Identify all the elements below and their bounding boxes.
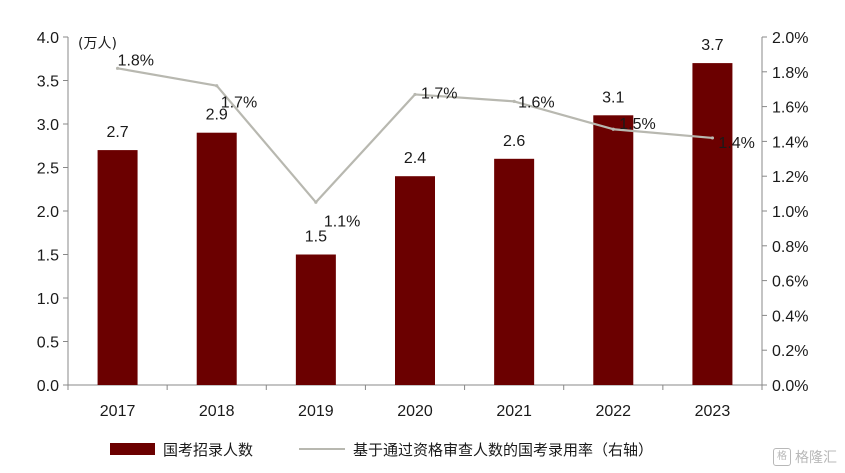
- line-value-label: 1.8%: [118, 52, 154, 69]
- line-point: [413, 92, 417, 97]
- left-tick-label: 3.5: [37, 74, 59, 91]
- bar: [395, 176, 435, 385]
- left-tick-label: 2.0: [37, 204, 59, 221]
- x-tick-label: 2017: [100, 403, 136, 420]
- left-tick-label: 1.5: [37, 248, 59, 265]
- line-value-label: 1.1%: [324, 213, 360, 230]
- x-tick-label: 2019: [298, 403, 334, 420]
- legend: 国考招录人数 基于通过资格审查人数的国考录用率（右轴）: [110, 436, 653, 462]
- legend-swatch-bar: [110, 443, 155, 455]
- bar: [593, 115, 634, 386]
- x-tick-label: 2021: [496, 403, 532, 420]
- x-tick-label: 2020: [397, 403, 433, 420]
- right-tick-label: 0.4%: [772, 308, 808, 325]
- right-tick-label: 0.6%: [772, 274, 808, 291]
- legend-label-bar: 国考招录人数: [163, 440, 254, 459]
- line-value-label: 1.5%: [619, 116, 655, 133]
- line-point: [512, 99, 516, 103]
- bar-value-label: 2.6: [503, 133, 525, 150]
- right-tick-label: 1.6%: [772, 100, 808, 117]
- legend-item-bar: 国考招录人数: [110, 439, 253, 460]
- data-labels: 2.7 2.9 1.5 2.4 2.6 3.1 3.7 1.8% 1.7% 1.1% 1.7% 1.6…: [106, 37, 754, 245]
- right-tick-label: 0.8%: [772, 239, 808, 256]
- left-tick-label: 0.5: [37, 335, 59, 352]
- right-tick-label: 1.0%: [772, 204, 808, 221]
- left-tick-label: 3.0: [37, 117, 59, 134]
- bar-value-label: 2.7: [106, 124, 128, 141]
- left-tick-label: 2.5: [37, 161, 59, 178]
- bar: [196, 132, 237, 385]
- x-tick-label: 2023: [695, 403, 731, 420]
- left-axis-unit: (万人): [78, 36, 117, 52]
- x-tick-label: 2022: [595, 403, 631, 420]
- bar-value-label: 3.1: [602, 89, 624, 106]
- bar: [295, 254, 336, 385]
- line-point: [710, 136, 715, 140]
- bar-value-label: 3.7: [701, 37, 723, 54]
- line-value-label: 1.6%: [518, 94, 554, 111]
- bar-value-label: 2.9: [206, 107, 228, 124]
- bar: [692, 63, 733, 385]
- watermark-text: 格隆汇: [795, 450, 837, 466]
- left-tick-label: 0.0: [37, 378, 59, 395]
- left-tick-label: 1.0: [37, 291, 59, 308]
- right-tick-label: 0.2%: [772, 343, 808, 360]
- right-tick-label: 2.0%: [772, 30, 808, 47]
- line-value-label: 1.4%: [718, 135, 754, 152]
- bar: [97, 150, 138, 385]
- legend-item-line: 基于通过资格审查人数的国考录用率（右轴）: [253, 439, 653, 460]
- line-value-label: 1.7%: [421, 85, 457, 102]
- bar: [494, 158, 535, 385]
- line-point: [115, 66, 120, 70]
- right-tick-label: 1.4%: [772, 134, 808, 151]
- watermark: 格 格隆汇: [773, 447, 837, 467]
- left-tick-label: 4.0: [37, 30, 59, 47]
- right-tick-label: 1.2%: [772, 169, 808, 186]
- right-tick-label: 1.8%: [772, 65, 808, 82]
- line-point: [611, 127, 615, 131]
- line-point: [314, 200, 318, 204]
- line-point: [215, 84, 219, 88]
- bar-value-label: 1.5: [305, 229, 327, 246]
- bar-value-label: 2.4: [404, 150, 426, 167]
- watermark-logo-icon: 格: [773, 448, 791, 466]
- axes: 0.0 0.5 1.0 1.5 2.0 2.5 3.0 3.5 4.0 0.0% 0.2% 0.4% 0…: [37, 30, 809, 420]
- legend-label-line: 基于通过资格审查人数的国考录用率（右轴）: [353, 440, 654, 459]
- combo-chart: 0.0 0.5 1.0 1.5 2.0 2.5 3.0 3.5 4.0 0.0% 0.2% 0.4% 0…: [37, 30, 809, 420]
- bar-series: [97, 63, 733, 386]
- x-tick-label: 2018: [199, 403, 235, 420]
- right-tick-label: 0.0%: [772, 378, 808, 395]
- line-value-label: 1.7%: [221, 95, 257, 112]
- line-series: [115, 66, 715, 204]
- legend-swatch-line: [299, 448, 346, 450]
